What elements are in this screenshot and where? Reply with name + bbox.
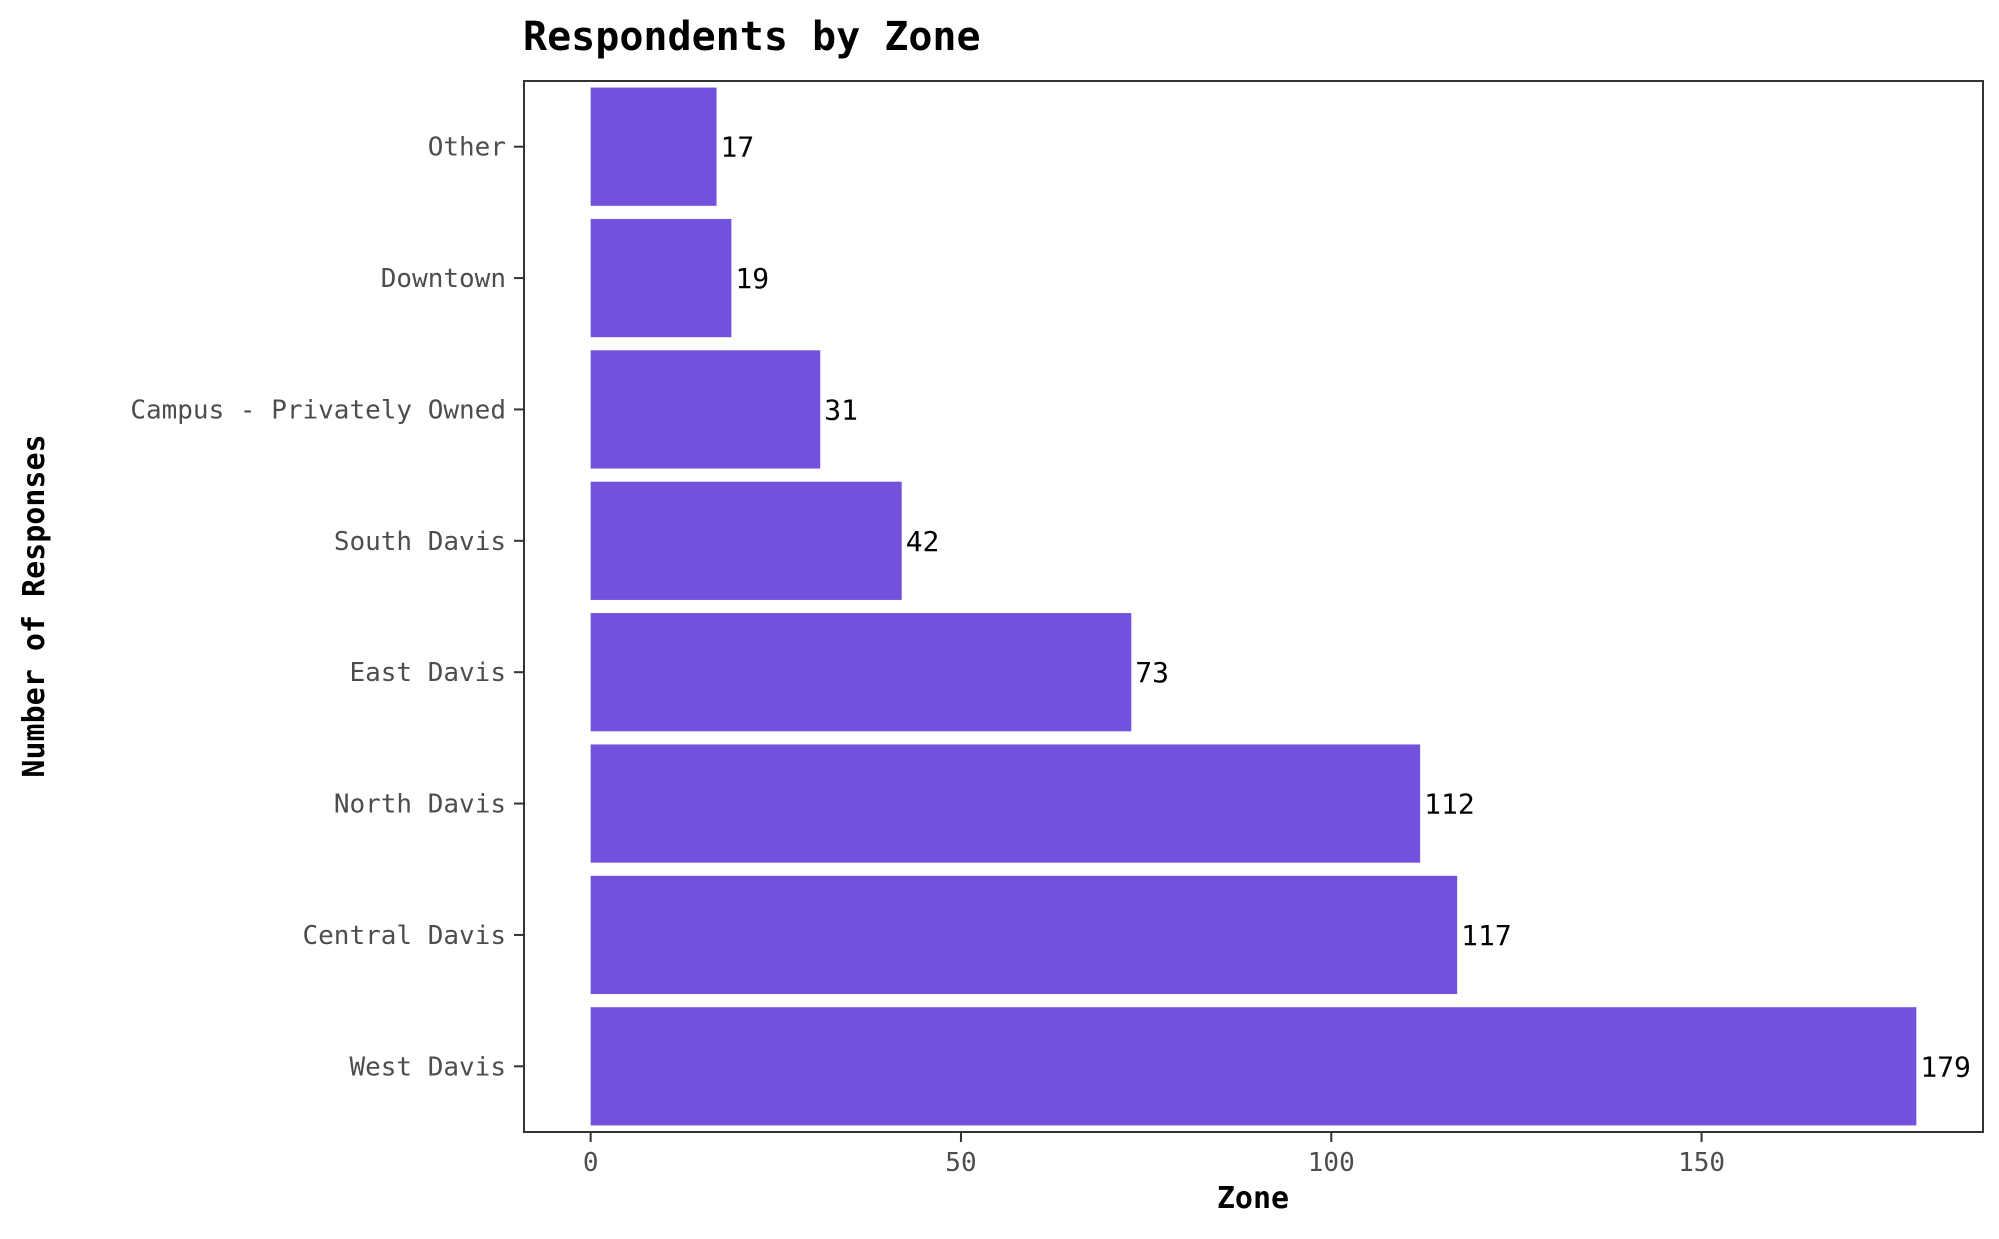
- bar: [590, 87, 717, 206]
- bar: [590, 1007, 1917, 1126]
- bar: [590, 481, 902, 600]
- x-tick-label: 0: [583, 1148, 599, 1178]
- y-tick-label: East Davis: [349, 658, 506, 688]
- y-tick-label: North Davis: [334, 790, 506, 820]
- x-tick-label: 50: [945, 1148, 976, 1178]
- y-tick-label: Other: [428, 133, 506, 163]
- data-label: 31: [824, 393, 858, 426]
- bar: [590, 218, 732, 338]
- bars-layer: 179 117 112 73 42 31 19 17: [590, 87, 1971, 1126]
- bar: [590, 744, 1421, 863]
- y-tick-label: Downtown: [381, 264, 506, 294]
- data-label: 112: [1424, 788, 1475, 821]
- bar: [590, 350, 821, 469]
- y-tick-label: West Davis: [349, 1052, 506, 1082]
- bar: [590, 875, 1458, 995]
- data-label: 17: [721, 131, 755, 164]
- x-axis: 0 50 100 150: [583, 1132, 1725, 1178]
- x-tick-label: 100: [1308, 1148, 1355, 1178]
- x-tick-label: 150: [1678, 1148, 1725, 1178]
- data-label: 117: [1461, 919, 1512, 952]
- bar: [590, 613, 1132, 732]
- data-label: 179: [1920, 1050, 1971, 1083]
- y-tick-label: South Davis: [334, 527, 506, 557]
- data-label: 19: [735, 262, 769, 295]
- data-label: 42: [906, 525, 940, 558]
- y-tick-label: Central Davis: [303, 921, 507, 951]
- data-label: 73: [1135, 656, 1169, 689]
- chart-title: Respondents by Zone: [523, 14, 981, 60]
- y-axis: West Davis Central Davis North Davis East D…: [130, 133, 524, 1082]
- y-tick-label: Campus - Privately Owned: [130, 395, 506, 425]
- x-axis-title: Zone: [1217, 1181, 1289, 1216]
- y-axis-title: Number of Responses: [17, 434, 52, 777]
- plot-panel-border: [523, 80, 1984, 1133]
